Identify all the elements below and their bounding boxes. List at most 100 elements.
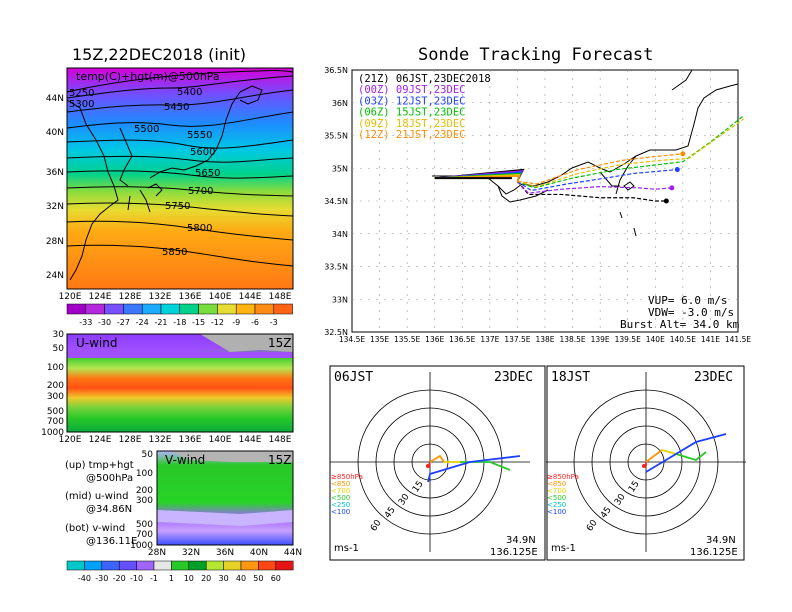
- map-lat-label: 44N: [46, 94, 64, 104]
- u-wind-lon-label: 140E: [209, 435, 232, 445]
- height-label: 5300: [69, 99, 94, 110]
- track-lon-label: 137.5E: [504, 335, 530, 344]
- track-lines: [434, 115, 744, 204]
- wind-colorbar-swatch: [258, 560, 277, 571]
- hodograph-level-label: <700: [547, 487, 566, 495]
- map-lon-label: 124E: [89, 292, 112, 302]
- u-wind-pressure-label: 200: [47, 381, 64, 391]
- height-label: 5850: [162, 247, 187, 258]
- u-wind-violet-band: [67, 350, 293, 358]
- track-landing-point: [674, 167, 680, 173]
- hodograph-date: 23DEC: [694, 370, 733, 385]
- u-wind-gray-region: [200, 334, 293, 352]
- height-label: 5650: [195, 168, 220, 179]
- track-landing-point: [669, 185, 675, 191]
- wind-colorbar-label: -10: [130, 574, 143, 583]
- temperature-colorbar-label: -33: [79, 318, 92, 327]
- u-wind-pressure-label: 300: [47, 392, 64, 402]
- wind-colorbar-swatch: [275, 560, 294, 571]
- note-bot: (bot) v-wind: [65, 523, 125, 534]
- temperature-colorbar-label: -15: [192, 318, 205, 327]
- hodograph-left: 06JST 23DEC 34.9N 136.125E ms-1 15304560…: [329, 365, 546, 561]
- temperature-colorbar-swatch: [254, 303, 275, 315]
- temperature-colorbar-label: -3: [270, 318, 278, 327]
- map-frame: [66, 67, 294, 290]
- track-landing-point: [663, 198, 669, 204]
- track-lat-label: 33N: [332, 295, 348, 304]
- note-mid: (mid) u-wind: [65, 491, 128, 502]
- temperature-colorbar-swatch: [160, 303, 181, 315]
- height-label: 5400: [177, 87, 202, 98]
- height-label: 5250: [69, 88, 94, 99]
- u-wind-lon-label: 124E: [89, 435, 112, 445]
- v-wind-lat-label: 32N: [182, 548, 200, 558]
- v-wind-field: [157, 451, 293, 545]
- track-line: [517, 118, 744, 188]
- wind-colorbar-label: -1: [150, 574, 158, 583]
- temperature-colorbar-label: -6: [251, 318, 259, 327]
- hodograph-trace: [645, 449, 663, 463]
- temperature-colorbar-swatch: [104, 303, 124, 315]
- v-wind-purple-band: [157, 510, 293, 526]
- temperature-colorbar-label: -12: [211, 318, 224, 327]
- hodograph-level-label: <250: [331, 501, 350, 509]
- hodograph-level-label: <250: [547, 501, 566, 509]
- note-mid-2: @34.86N: [86, 504, 132, 515]
- track-lat-labels: 36.5N 36N 35.5N 35N 34.5N 34N 33.5N 33N 32.5N: [324, 66, 348, 337]
- hodograph-level-label: <850: [331, 480, 350, 488]
- u-wind-lon-label: 120E: [59, 435, 82, 445]
- track-lon-label: 139.5E: [615, 335, 641, 344]
- track-lon-label: 141.5E: [725, 335, 751, 344]
- wind-colorbar-label: 60: [271, 574, 281, 583]
- track-legend-entry: (06Z) 15JST,23DEC: [358, 107, 465, 119]
- v-wind-gray-region: [170, 451, 293, 462]
- wind-colorbar-swatch: [205, 560, 224, 571]
- temperature-colorbar-swatch: [273, 303, 293, 315]
- temperature-colorbar: -33 -30 -27 -24 -21 -18 -15 -12 -9 -6 -3: [66, 303, 293, 327]
- map-lon-label: 144E: [239, 292, 262, 302]
- u-wind-pressure-label: 1000: [41, 428, 64, 438]
- height-label: 5750: [165, 201, 190, 212]
- hodograph-trace: [675, 451, 707, 461]
- u-wind-lon-label: 136E: [179, 435, 202, 445]
- track-lat-label: 34N: [332, 230, 348, 239]
- u-wind-pressure-label: 30: [53, 330, 65, 340]
- wind-colorbar-label: 20: [201, 574, 211, 583]
- u-wind-time: 15Z: [268, 336, 292, 350]
- map-lat-label: 40N: [46, 128, 64, 138]
- map-lat-label: 28N: [46, 237, 64, 247]
- track-line: [517, 115, 744, 189]
- u-wind-pressure-label: 500: [47, 407, 64, 417]
- wind-colorbar: -40 -30 -20 -10 -1 1 10 20 30 40 50 60: [66, 560, 294, 583]
- note-bot-2: @136.11E: [86, 536, 137, 547]
- hodograph-unit: ms-1: [334, 543, 359, 554]
- wind-colorbar-label: 40: [236, 574, 246, 583]
- temperature-colorbar-swatch: [235, 303, 256, 315]
- vup-readout: VUP= 6.0 m/s: [648, 294, 727, 307]
- panel-notes: (up) tmp+hgt @500hPa (mid) u-wind @34.86…: [65, 460, 137, 547]
- track-lon-label: 139E: [591, 335, 610, 344]
- temperature-map: temp(C)+hgt(m)@500hPa 5250 5300 5400 545…: [46, 67, 294, 302]
- right-title: Sonde Tracking Forecast: [418, 45, 653, 65]
- u-wind-lon-label: 144E: [239, 435, 262, 445]
- wind-colorbar-label: 10: [184, 574, 194, 583]
- wind-colorbar-swatch: [240, 560, 259, 571]
- track-lon-label: 136.5E: [449, 335, 475, 344]
- map-lon-labels: 120E 124E 128E 132E 136E 140E 144E 148E: [59, 292, 292, 302]
- track-lat-label: 34.5N: [324, 197, 348, 206]
- wind-colorbar-label: -30: [95, 574, 108, 583]
- height-label: 5550: [187, 130, 212, 141]
- u-wind-pressure-label: 100: [47, 363, 64, 373]
- wind-colorbar-label: -20: [113, 574, 126, 583]
- note-up-2: @500hPa: [86, 473, 133, 484]
- track-legend-entry: (03Z) 12JST,23DEC: [358, 95, 465, 107]
- height-label: 5500: [134, 124, 159, 135]
- v-wind-pressure-label: 1000: [130, 541, 153, 551]
- track-lon-label: 140.5E: [670, 335, 696, 344]
- v-wind-pressure-label: 300: [136, 496, 153, 506]
- u-wind-frame: [66, 333, 294, 433]
- track-lon-label: 140E: [646, 335, 665, 344]
- v-wind-lat-label: 40N: [250, 548, 268, 558]
